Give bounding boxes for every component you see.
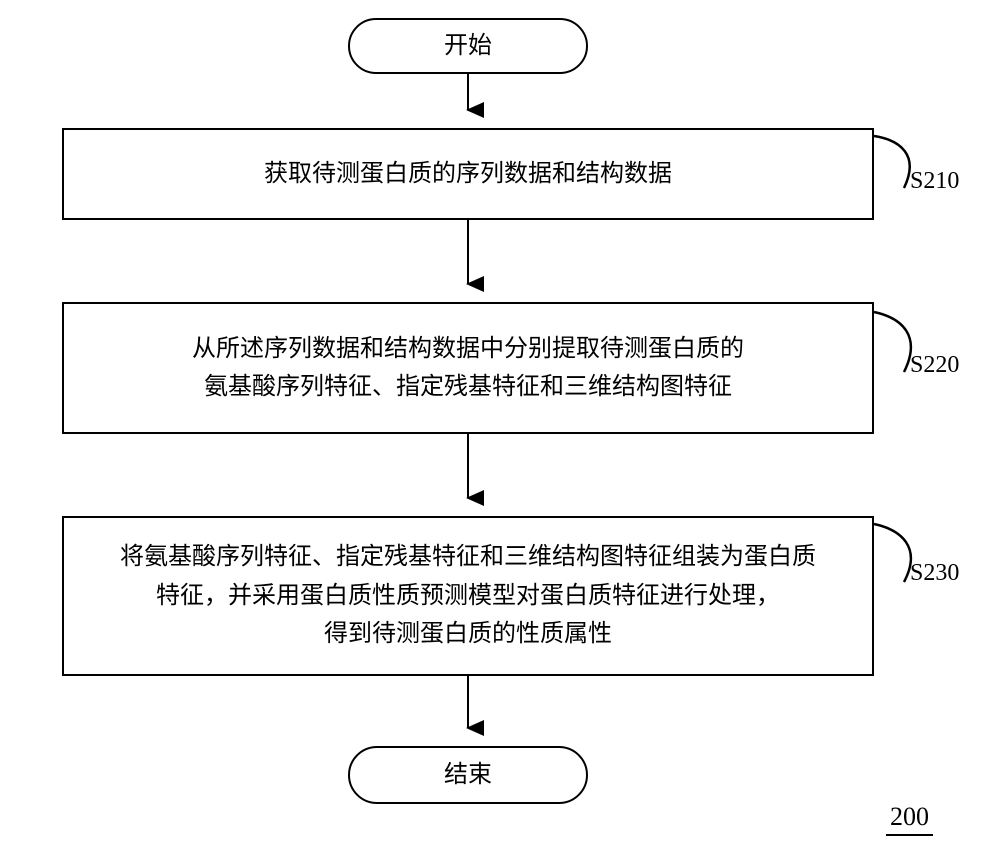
end-node: 结束 [348, 746, 588, 804]
end-label: 结束 [444, 756, 492, 794]
figure-number: 200 [886, 802, 933, 836]
flowchart-canvas: 开始 获取待测蛋白质的序列数据和结构数据 从所述序列数据和结构数据中分别提取待测… [0, 0, 1000, 854]
callout-curve-s230 [874, 524, 911, 582]
start-node: 开始 [348, 18, 588, 74]
callout-curve-s210 [874, 136, 910, 188]
start-label: 开始 [444, 27, 492, 65]
process-s210-text: 获取待测蛋白质的序列数据和结构数据 [264, 155, 672, 193]
process-s220: 从所述序列数据和结构数据中分别提取待测蛋白质的 氨基酸序列特征、指定残基特征和三… [62, 302, 874, 434]
process-s230: 将氨基酸序列特征、指定残基特征和三维结构图特征组装为蛋白质 特征，并采用蛋白质性… [62, 516, 874, 676]
callout-curve-s220 [874, 312, 911, 372]
callout-label-s210: S210 [910, 168, 959, 195]
process-s220-text: 从所述序列数据和结构数据中分别提取待测蛋白质的 氨基酸序列特征、指定残基特征和三… [192, 330, 744, 407]
process-s230-text: 将氨基酸序列特征、指定残基特征和三维结构图特征组装为蛋白质 特征，并采用蛋白质性… [120, 538, 816, 653]
callout-label-s230: S230 [910, 560, 959, 587]
callout-label-s220: S220 [910, 352, 959, 379]
process-s210: 获取待测蛋白质的序列数据和结构数据 [62, 128, 874, 220]
